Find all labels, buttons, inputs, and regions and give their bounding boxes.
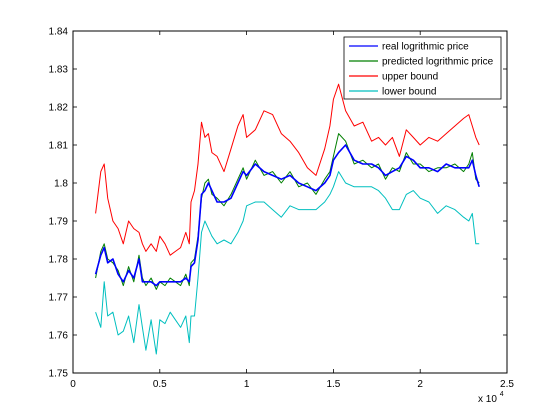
x-tick-label: 2 (417, 379, 423, 390)
y-tick-label: 1.78 (49, 255, 69, 266)
y-tick-label: 1.77 (49, 293, 69, 304)
y-axis: 1.75 1.76 1.77 1.78 1.79 1.8 1.81 1.82 1.83 1.84 (49, 27, 507, 380)
legend-label-3: lower bound (382, 87, 436, 98)
series-line-2 (95, 83, 480, 256)
series-line-0 (94, 144, 480, 287)
y-tick-label: 1.76 (49, 331, 69, 342)
series-layer (94, 83, 480, 355)
legend: real logrithmic price predicted logrithmi… (343, 36, 502, 100)
x-tick-label: 1.5 (326, 379, 340, 390)
plot-frame (72, 30, 508, 374)
legend-label-2: upper bound (382, 72, 438, 83)
y-tick-label: 1.8 (54, 179, 68, 190)
x-multiplier-exponent: 4 (500, 391, 504, 398)
y-tick-label: 1.79 (49, 217, 69, 228)
y-tick-label: 1.83 (49, 65, 69, 76)
x-tick-label: 2.5 (500, 379, 514, 390)
legend-label-1: predicted logrithmic price (382, 57, 494, 68)
legend-box (343, 36, 502, 100)
x-tick-label: 0.5 (153, 379, 167, 390)
legend-label-0: real logrithmic price (382, 42, 469, 53)
y-tick-label: 1.84 (49, 27, 69, 38)
x-tick-label: 1 (244, 379, 250, 390)
series-line-3 (95, 171, 480, 355)
y-tick-label: 1.82 (49, 103, 69, 114)
y-tick-label: 1.81 (49, 141, 69, 152)
x-tick-label: 0 (70, 379, 76, 390)
y-tick-label: 1.75 (49, 369, 69, 380)
x-axis: 0 0.5 1 1.5 2 2.5 (70, 31, 514, 390)
x-multiplier: x 10 4 (478, 391, 504, 405)
